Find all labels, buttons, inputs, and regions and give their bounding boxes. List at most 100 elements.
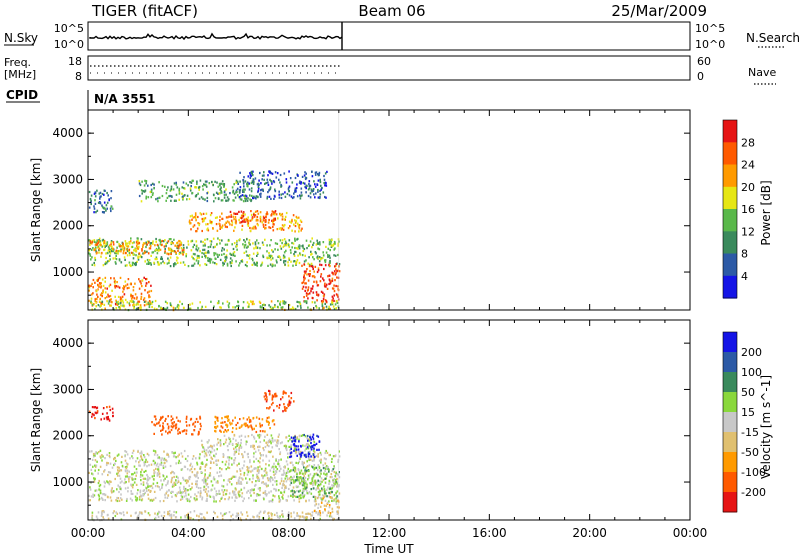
- range-gate-cell: [218, 475, 220, 478]
- range-gate-cell: [296, 479, 298, 482]
- range-gate-cell: [106, 461, 108, 464]
- range-gate-cell: [281, 227, 283, 230]
- range-gate-cell: [162, 422, 164, 425]
- range-gate-cell: [246, 481, 249, 484]
- range-gate-cell: [292, 264, 294, 267]
- range-gate-cell: [276, 172, 279, 175]
- range-gate-cell: [236, 243, 238, 246]
- range-gate-cell: [310, 448, 313, 451]
- range-gate-cell: [218, 192, 220, 195]
- range-gate-cell: [140, 297, 142, 300]
- range-gate-cell: [306, 268, 308, 271]
- range-gate-cell: [312, 439, 315, 442]
- range-gate-cell: [306, 446, 309, 449]
- range-gate-cell: [304, 449, 306, 452]
- range-gate-cell: [210, 240, 213, 243]
- range-gate-cell: [216, 181, 218, 184]
- range-gate-cell: [308, 292, 311, 295]
- range-gate-cell: [140, 295, 143, 298]
- range-gate-cell: [89, 450, 91, 453]
- range-gate-cell: [244, 199, 247, 203]
- range-gate-cell: [223, 196, 226, 199]
- range-gate-cell: [97, 511, 100, 514]
- range-gate-cell: [136, 247, 138, 250]
- range-gate-cell: [195, 248, 197, 251]
- range-gate-cell: [148, 247, 151, 250]
- range-gate-cell: [94, 465, 97, 469]
- range-gate-cell: [277, 439, 280, 442]
- range-gate-cell: [115, 249, 118, 252]
- range-gate-cell: [256, 254, 258, 257]
- range-gate-cell: [320, 300, 323, 303]
- range-gate-cell: [197, 486, 200, 490]
- range-gate-cell: [101, 510, 104, 513]
- range-gate-cell: [177, 476, 179, 479]
- range-gate-cell: [272, 419, 274, 422]
- range-gate-cell: [107, 293, 109, 296]
- range-gate-cell: [265, 181, 267, 185]
- range-gate-cell: [206, 251, 209, 254]
- range-gate-cell: [246, 246, 248, 249]
- range-gate-cell: [291, 437, 294, 440]
- range-gate-cell: [102, 516, 104, 519]
- range-gate-cell: [144, 477, 146, 480]
- range-gate-cell: [242, 454, 244, 457]
- range-gate-cell: [147, 184, 149, 187]
- range-gate-cell: [257, 434, 259, 437]
- range-gate-cell: [100, 496, 103, 499]
- range-gate-cell: [288, 185, 291, 188]
- range-gate-cell: [270, 450, 272, 453]
- range-gate-cell: [334, 279, 336, 282]
- range-gate-cell: [294, 190, 296, 193]
- range-gate-cell: [116, 474, 119, 477]
- freq-label: Freq.: [4, 56, 31, 69]
- range-gate-cell: [259, 195, 262, 198]
- range-gate-cell: [328, 495, 330, 498]
- range-gate-cell: [178, 252, 181, 255]
- range-gate-cell: [221, 224, 224, 227]
- range-gate-cell: [304, 516, 306, 519]
- range-gate-cell: [270, 254, 272, 257]
- range-gate-cell: [261, 261, 264, 264]
- range-gate-cell: [162, 240, 165, 243]
- range-gate-cell: [197, 262, 199, 265]
- range-gate-cell: [292, 467, 295, 470]
- range-gate-cell: [235, 218, 237, 221]
- range-gate-cell: [137, 246, 140, 249]
- range-gate-cell: [254, 484, 256, 487]
- range-gate-cell: [240, 260, 243, 263]
- range-gate-cell: [222, 453, 225, 456]
- range-gate-cell: [285, 449, 288, 452]
- range-gate-cell: [228, 221, 230, 224]
- range-gate-cell: [309, 273, 311, 276]
- range-gate-cell: [308, 499, 310, 502]
- range-gate-cell: [272, 219, 275, 222]
- range-gate-cell: [215, 257, 217, 260]
- range-gate-cell: [211, 180, 213, 184]
- range-gate-cell: [314, 444, 316, 447]
- range-gate-cell: [178, 239, 180, 243]
- range-gate-cell: [268, 389, 270, 392]
- range-gate-cell: [95, 489, 98, 492]
- range-gate-cell: [175, 263, 177, 266]
- range-gate-cell: [178, 191, 181, 194]
- range-gate-cell: [258, 436, 261, 439]
- range-gate-cell: [283, 444, 286, 448]
- range-gate-cell: [300, 191, 303, 194]
- range-gate-cell: [143, 297, 146, 300]
- range-gate-cell: [113, 458, 115, 461]
- range-gate-cell: [161, 428, 164, 431]
- range-gate-cell: [302, 495, 304, 499]
- range-gate-cell: [283, 403, 285, 406]
- colorbar-segment: [723, 164, 737, 188]
- range-gate-cell: [292, 443, 295, 446]
- range-gate-cell: [304, 177, 307, 181]
- range-gate-cell: [299, 476, 302, 479]
- range-gate-cell: [321, 303, 324, 306]
- range-gate-cell: [253, 215, 256, 218]
- range-gate-cell: [105, 416, 108, 419]
- range-gate-cell: [303, 263, 305, 266]
- range-gate-cell: [333, 308, 336, 311]
- range-gate-cell: [336, 518, 339, 521]
